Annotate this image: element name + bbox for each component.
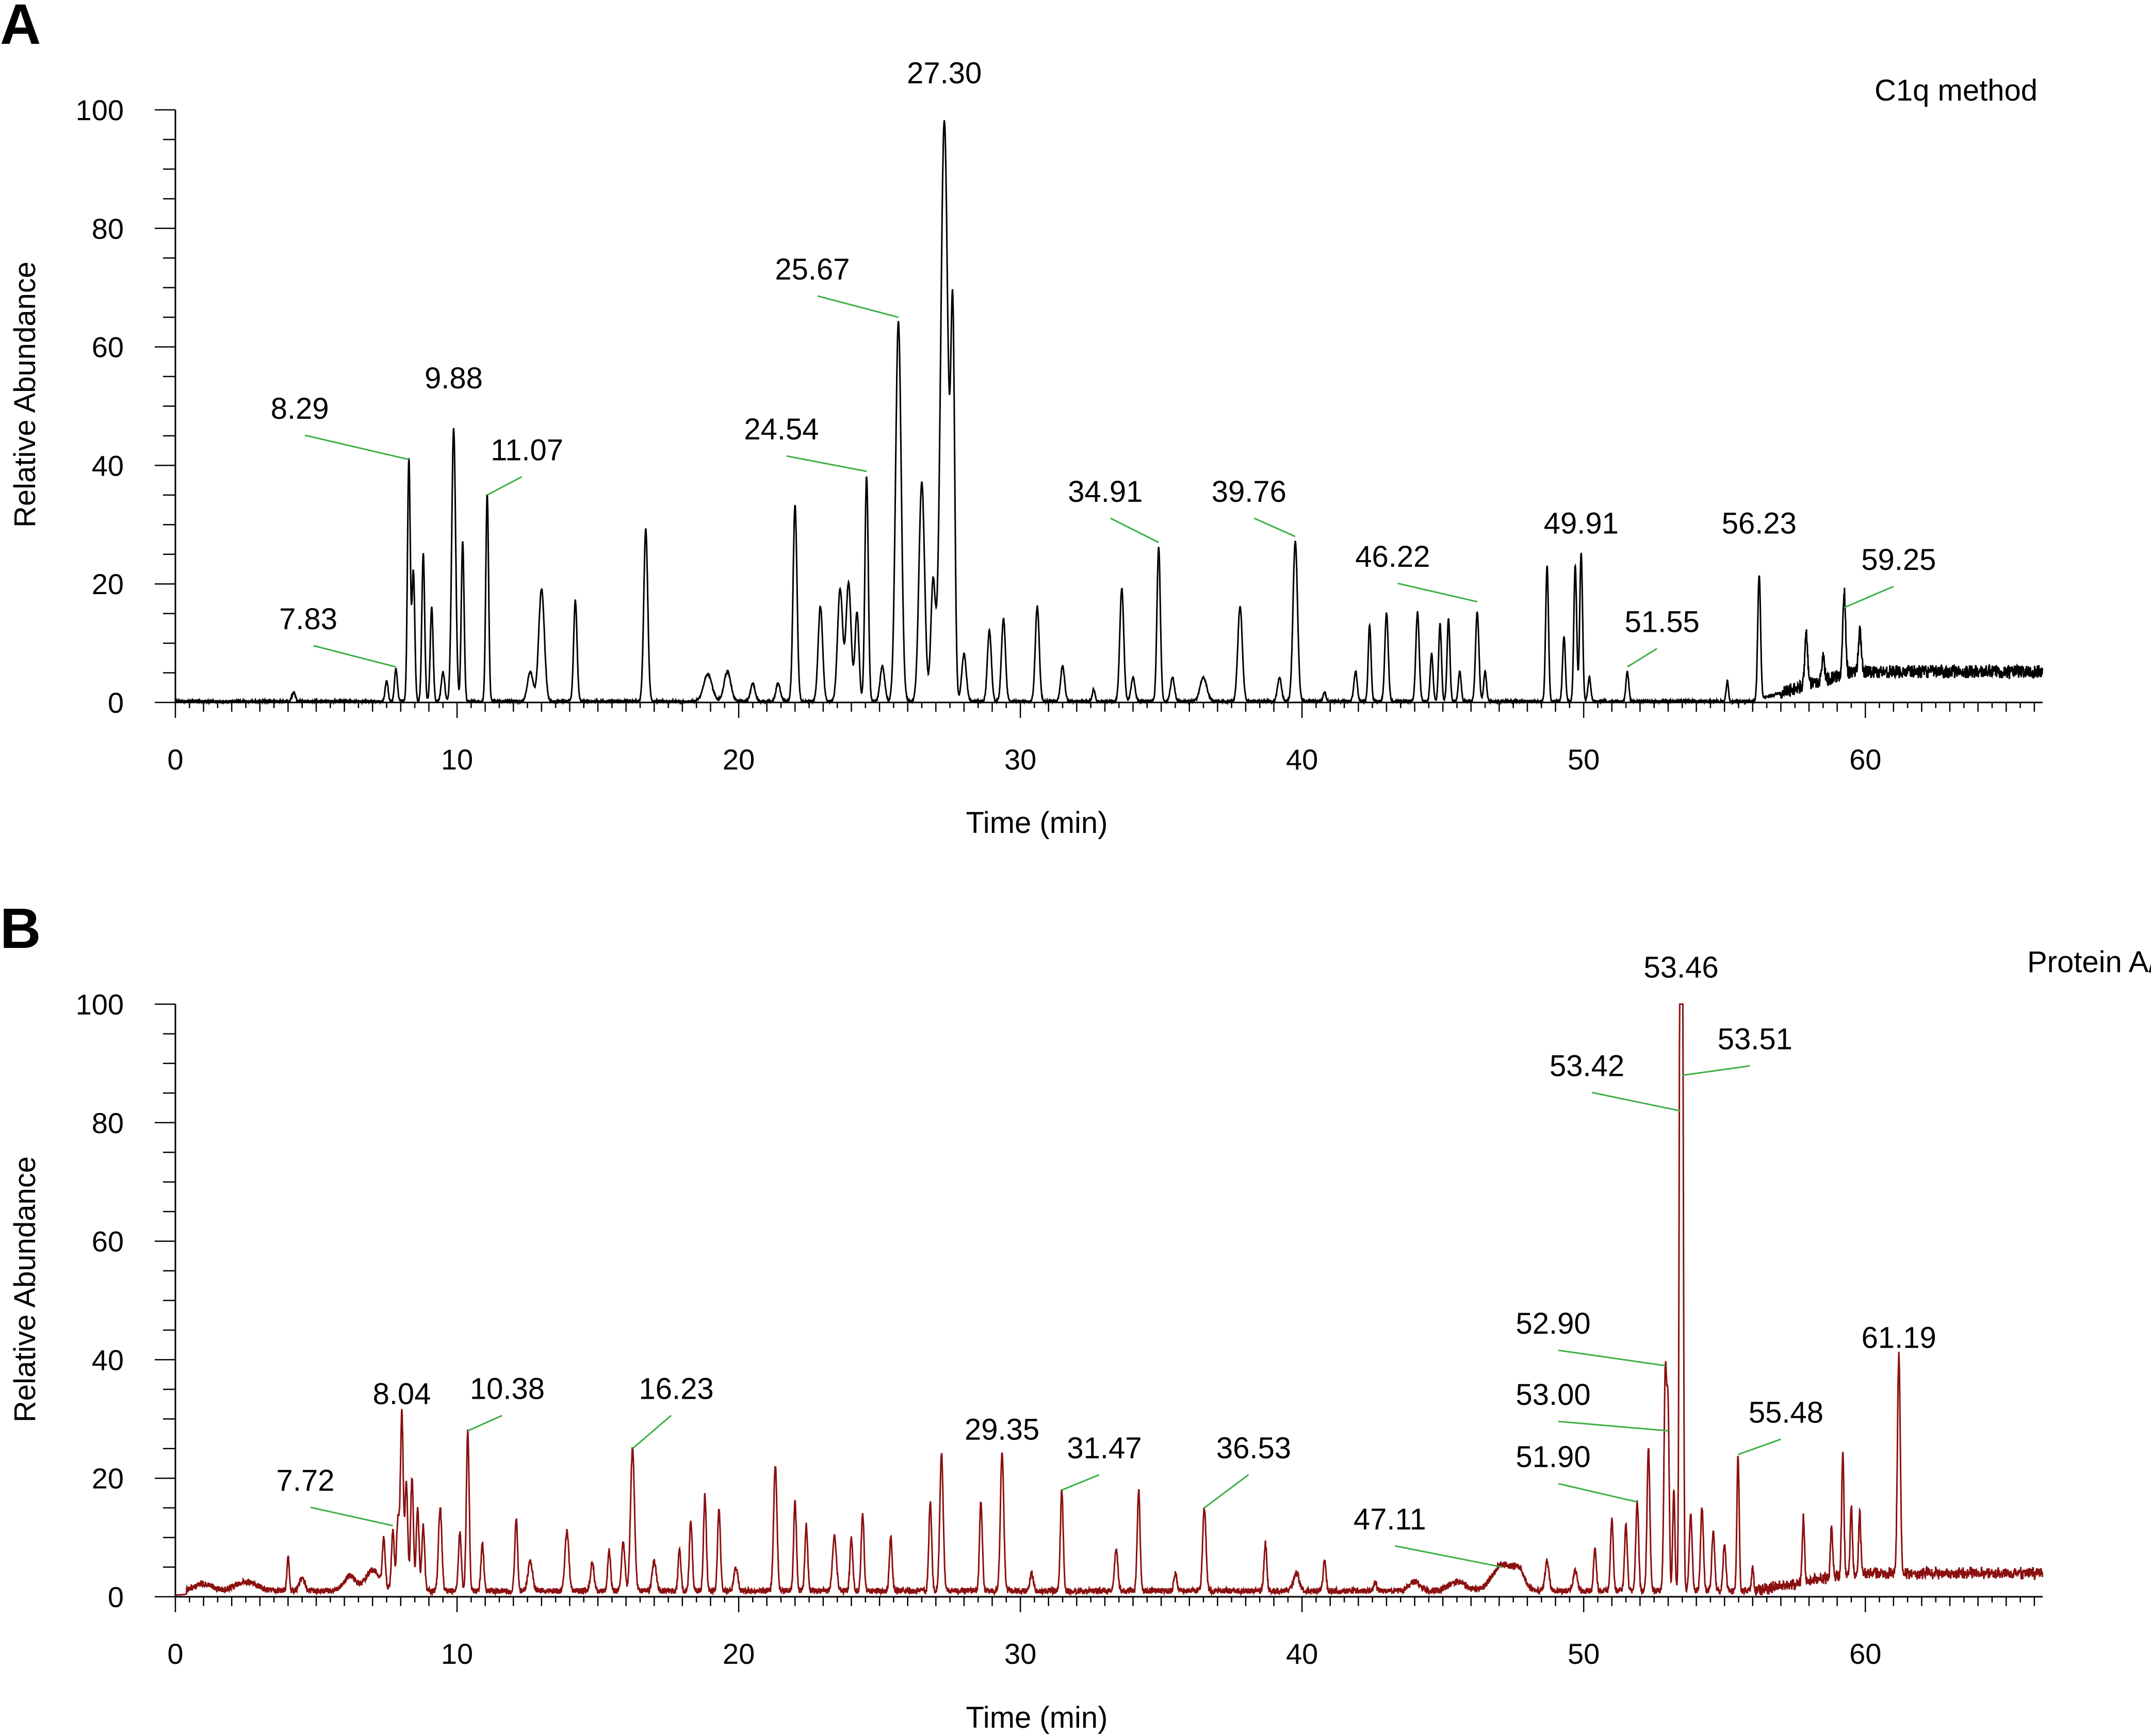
panel-letter-a: A bbox=[0, 0, 41, 56]
x-tick-label: 0 bbox=[167, 1637, 183, 1670]
x-tick-label: 40 bbox=[1286, 743, 1318, 776]
peak-label: 10.38 bbox=[470, 1372, 545, 1406]
peak-label: 59.25 bbox=[1861, 543, 1936, 577]
peak-label: 53.51 bbox=[1718, 1023, 1793, 1056]
peak-label: 16.23 bbox=[639, 1372, 713, 1406]
y-tick-label: 20 bbox=[92, 568, 124, 600]
y-tick-label: 60 bbox=[92, 1225, 124, 1258]
peak-label: 61.19 bbox=[1862, 1321, 1936, 1354]
peak-label: 53.00 bbox=[1516, 1378, 1590, 1412]
x-tick-label: 20 bbox=[723, 743, 755, 776]
peak-label: 8.04 bbox=[373, 1378, 431, 1411]
y-axis-title: Relative Abundance bbox=[8, 1156, 42, 1422]
peak-leader-line bbox=[1592, 1091, 1681, 1112]
peak-leader-line bbox=[1737, 1438, 1781, 1455]
y-tick-label: 0 bbox=[108, 1581, 124, 1613]
peak-labels: 7.83 8.29 9.88 11.07 24.54 25.67 27.30 34.91 39.… bbox=[271, 56, 1936, 668]
panel-a: A C1q method 0 10 20 30 40 50 60 020406080100 … bbox=[0, 0, 2044, 840]
y-tick-label: 20 bbox=[92, 1462, 124, 1495]
x-axis: 0 10 20 30 40 50 60 bbox=[167, 1596, 2043, 1670]
peak-leader-line bbox=[786, 455, 867, 472]
x-tick-label: 10 bbox=[441, 743, 473, 776]
peak-leader-line bbox=[486, 476, 523, 496]
peak-leader-line bbox=[1844, 585, 1894, 609]
y-tick-label: 60 bbox=[92, 331, 124, 364]
y-tick-label: 0 bbox=[108, 686, 124, 719]
peak-label: 51.90 bbox=[1516, 1440, 1590, 1474]
y-tick-label: 80 bbox=[92, 212, 124, 245]
peak-label: 8.29 bbox=[271, 392, 329, 425]
method-label: C1q method bbox=[1875, 74, 2038, 107]
chromatogram-trace bbox=[175, 120, 2044, 706]
peak-label: 56.23 bbox=[1722, 507, 1797, 541]
x-tick-label: 0 bbox=[167, 743, 183, 776]
x-tick-label: 30 bbox=[1004, 1637, 1036, 1670]
peak-label: 24.54 bbox=[744, 413, 819, 446]
panel-b: B Protein A/G method 0 10 20 30 40 50 60 0 20 40… bbox=[0, 897, 2151, 1734]
peak-leader-line bbox=[1627, 648, 1657, 668]
peak-labels: 7.72 8.04 10.38 16.23 29.35 31.47 36.53 47.11 51… bbox=[276, 951, 1936, 1568]
peak-leader-line bbox=[310, 1506, 393, 1527]
peak-leader-line bbox=[1061, 1474, 1100, 1491]
y-tick-label: 80 bbox=[92, 1107, 124, 1139]
peak-label: 39.76 bbox=[1212, 475, 1286, 509]
y-tick-label: 40 bbox=[92, 449, 124, 482]
peak-label: 34.91 bbox=[1068, 475, 1143, 509]
peak-label: 51.55 bbox=[1625, 605, 1700, 639]
x-tick-label: 20 bbox=[723, 1637, 755, 1670]
peak-label: 7.72 bbox=[276, 1464, 335, 1498]
peak-leader-line bbox=[1682, 1065, 1750, 1076]
peak-label: 53.42 bbox=[1550, 1049, 1624, 1083]
peak-label: 52.90 bbox=[1516, 1307, 1590, 1340]
peak-leader-line bbox=[632, 1415, 672, 1449]
x-axis-title: Time (min) bbox=[966, 1701, 1108, 1734]
x-axis-title: Time (min) bbox=[966, 806, 1108, 840]
peak-label: 47.11 bbox=[1354, 1502, 1426, 1536]
peak-label: 25.67 bbox=[775, 253, 850, 286]
peak-leader-line bbox=[817, 295, 899, 318]
peak-leader-line bbox=[1110, 517, 1159, 544]
peak-label: 11.07 bbox=[491, 433, 563, 467]
peak-label: 7.83 bbox=[279, 602, 337, 636]
peak-label: 53.46 bbox=[1644, 951, 1719, 984]
y-axis-title: Relative Abundance bbox=[8, 261, 42, 528]
x-tick-label: 60 bbox=[1849, 743, 1881, 776]
peak-label: 46.22 bbox=[1355, 540, 1430, 574]
x-tick-label: 50 bbox=[1568, 743, 1600, 776]
chromatogram-trace bbox=[175, 1003, 2044, 1597]
peak-label: 49.91 bbox=[1544, 507, 1619, 541]
peak-leader-line bbox=[1558, 1420, 1669, 1432]
y-tick-label: 100 bbox=[76, 94, 124, 126]
peak-leader-line bbox=[1253, 517, 1296, 537]
peak-leader-line bbox=[313, 645, 396, 668]
peak-label: 36.53 bbox=[1216, 1431, 1291, 1465]
peak-label: 55.48 bbox=[1749, 1396, 1823, 1430]
peak-leader-line bbox=[1397, 582, 1478, 603]
x-tick-label: 30 bbox=[1004, 743, 1036, 776]
peak-leader-line bbox=[1203, 1474, 1249, 1509]
peak-leader-line bbox=[304, 434, 410, 461]
y-tick-label: 40 bbox=[92, 1344, 124, 1376]
peak-label: 27.30 bbox=[907, 56, 982, 90]
x-tick-label: 60 bbox=[1849, 1637, 1881, 1670]
peak-label: 9.88 bbox=[425, 362, 483, 395]
panel-letter-b: B bbox=[0, 897, 41, 960]
x-tick-label: 40 bbox=[1286, 1637, 1318, 1670]
y-tick-label: 100 bbox=[76, 988, 124, 1021]
x-tick-label: 10 bbox=[441, 1637, 473, 1670]
peak-leader-line bbox=[1395, 1545, 1503, 1568]
x-tick-label: 50 bbox=[1568, 1637, 1600, 1670]
y-axis: 0 20 40 60 80 100 bbox=[76, 988, 176, 1613]
peak-leader-line bbox=[1558, 1349, 1666, 1367]
x-axis: 0 10 20 30 40 50 60 bbox=[167, 701, 2043, 776]
method-label: Protein A/G method bbox=[2027, 945, 2151, 979]
peak-leader-line bbox=[467, 1415, 503, 1432]
peak-label: 29.35 bbox=[965, 1413, 1039, 1447]
peak-label: 31.47 bbox=[1067, 1431, 1142, 1465]
y-axis: 0 20 40 60 80 100 bbox=[76, 94, 176, 719]
peak-leader-line bbox=[1558, 1483, 1638, 1503]
